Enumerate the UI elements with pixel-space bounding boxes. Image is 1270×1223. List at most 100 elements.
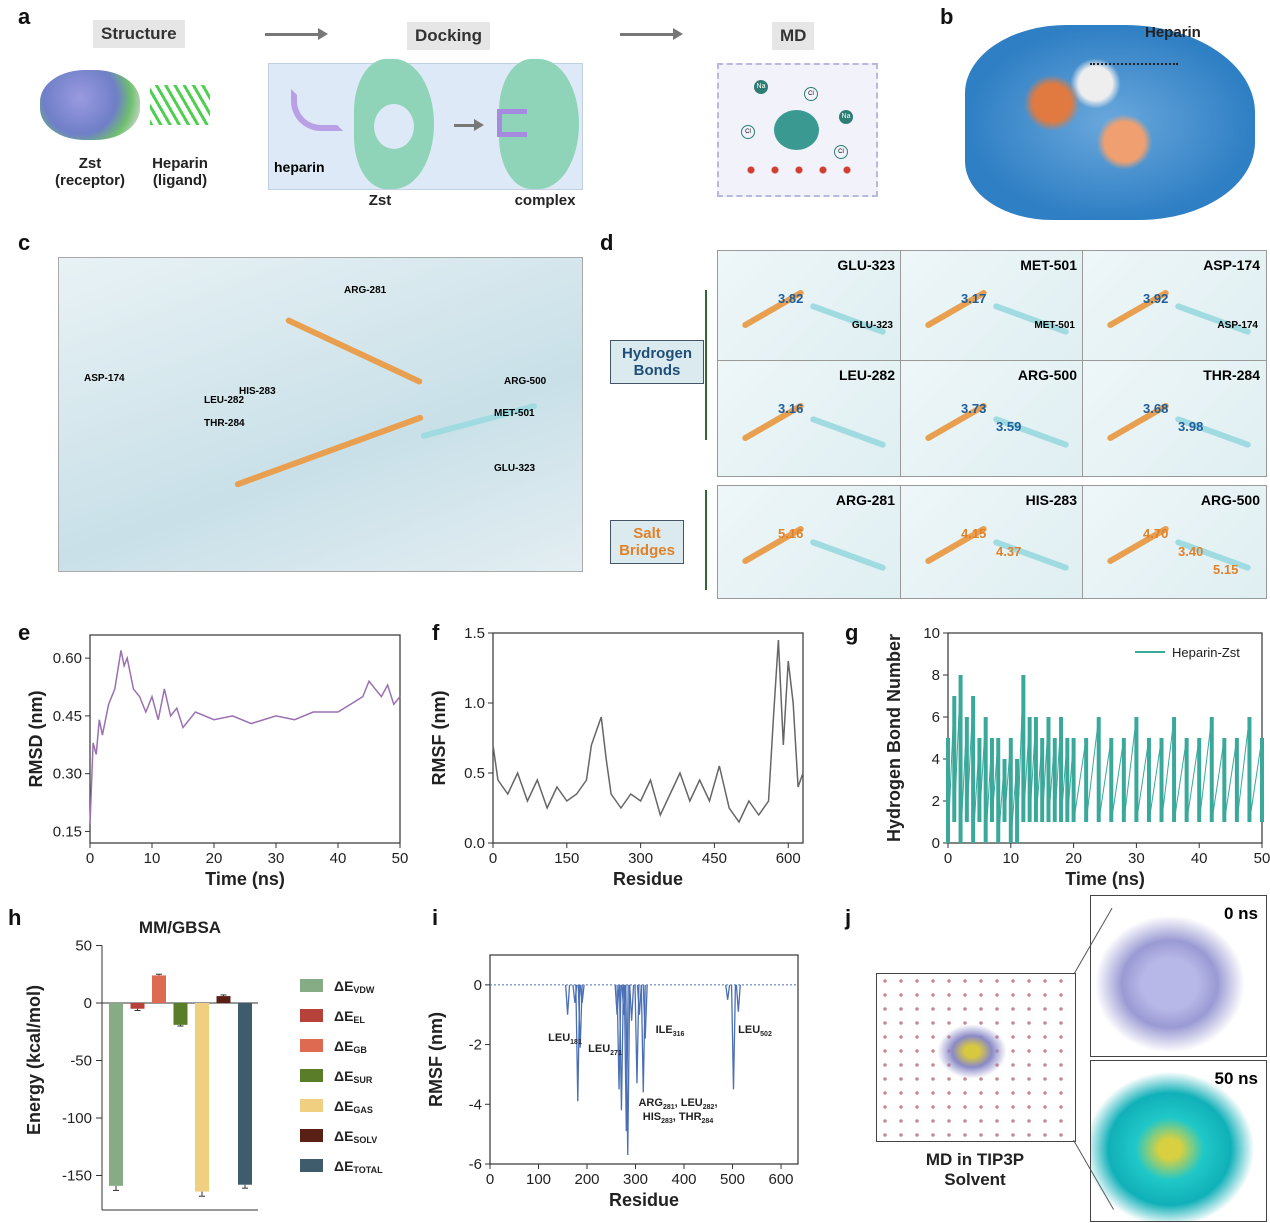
zst-label: Zst (receptor) [54,155,125,189]
md-caption: MD in TIP3P Solvent [925,1150,1025,1189]
bar [152,975,166,1003]
y-tick-label: 6 [932,709,940,726]
time-label: 0 ns [1223,904,1258,923]
heparin-label: Heparin (ligand) [152,155,208,189]
legend-swatch [300,1129,323,1142]
residue-label: LEU-282 [838,367,895,383]
rmsf-dip [634,984,640,1084]
plot-frame [489,954,799,1165]
y-tick-label: -150 [62,1168,92,1185]
legend-subscript: TOTAL [353,1165,383,1175]
rmsf-dip [579,984,585,1003]
y-tick-label: 4 [932,751,940,768]
rmsf-dip [725,984,731,1000]
interaction-cell: ASP-174 ASP-174 3.92 [1082,250,1267,362]
y-axis-label: Hydrogen Bond Number [884,634,904,842]
y-tick-label: 0 [84,995,92,1012]
legend-swatch [300,1159,323,1172]
panel-label-c: c [18,230,31,255]
x-tick-label: 400 [672,1171,697,1188]
legend-delta: ΔE [334,1068,353,1084]
y-tick-label: -4 [469,1096,482,1113]
distance-label: 5.16 [778,526,804,541]
heparin-pointer-label: Heparin [1145,24,1201,41]
x-axis-label: Time (ns) [205,869,285,889]
annotation-part: , LEU [675,1097,703,1109]
x-tick-label: 600 [776,850,801,867]
plot-frame [947,632,1263,844]
x-axis-label: Residue [613,869,683,889]
y-tick-label: 0 [474,977,482,994]
y-tick-label: 0.30 [53,766,82,783]
distance-label: 4.15 [961,526,987,541]
y-tick-label: -2 [469,1037,482,1054]
docking-tag: Docking [407,22,491,50]
distance-label: 3.17 [961,291,987,306]
distance-label: 3.98 [1178,419,1204,434]
x-axis-label: Residue [609,1190,679,1210]
y-tick-label: 0 [932,835,940,852]
interaction-cell: ARG-500 4.70 3.40 5.15 [1082,485,1267,599]
y-axis-label: RMSF (nm) [426,1012,446,1107]
interaction-cell: THR-284 3.68 3.98 [1082,360,1267,477]
ion-icon: Cl [834,145,848,159]
annotation-residue: LEU [548,1032,570,1044]
snapshot-0ns: 0 ns [1090,895,1267,1057]
y-tick-label: 0.60 [53,650,82,667]
annotation-part: 283 [661,1118,673,1125]
ion-icon: Cl [741,125,755,139]
residue-label: MET-501 [494,408,535,419]
x-tick-label: 50 [1254,850,1270,867]
distance-label: 4.37 [996,544,1022,559]
x-axis-label: Time (ns) [1065,869,1145,889]
binding-site-image: ASP-174 LEU-282 THR-284 HIS-283 ARG-281 … [58,257,583,572]
distance-label: 3.73 [961,401,987,416]
y-axis-label: RMSF (nm) [429,691,449,786]
panel-label-i: i [432,905,439,930]
x-tick-label: 0 [489,850,497,867]
residue-label: GLU-323 [494,463,536,474]
dip-annotation: LEU502 [738,1024,772,1038]
panel-label-h: h [8,905,22,930]
bracket [705,290,707,440]
distance-label: 3.16 [778,401,804,416]
distance-label: 5.15 [1213,562,1239,577]
annotation-part: 281 [663,1104,675,1111]
dip-annotation: HIS283, THR284 [643,1111,714,1125]
y-tick-label: 10 [923,625,940,642]
x-tick-label: 200 [574,1171,599,1188]
y-tick-label: 8 [932,667,940,684]
residue-label: ARG-281 [344,285,387,296]
residue-sublabel: MET-501 [1034,320,1075,331]
y-tick-label: 1.5 [464,625,485,642]
x-tick-label: 10 [144,850,161,867]
panel-label-d: d [600,230,614,255]
zst-text: Zst [368,192,392,209]
heparin-icon [291,89,343,131]
annotation-part: , THR [673,1111,702,1123]
rmsf-dip [629,984,635,1021]
y-axis-label: RMSD (nm) [26,691,46,788]
residue-label: ASP-174 [1203,257,1260,273]
x-tick-label: 300 [623,1171,648,1188]
residue-label: MET-501 [1020,257,1077,273]
residue-label: THR-284 [1203,367,1260,383]
bar [109,1003,123,1186]
residue-label: HIS-283 [1025,492,1077,508]
y-tick-label: -100 [62,1110,92,1127]
legend-delta: ΔE [334,1098,353,1114]
interaction-cell: MET-501 MET-501 3.17 [900,250,1084,362]
heparin-text: heparin [274,159,325,175]
x-tick-label: 40 [1191,850,1208,867]
legend-delta: ΔE [334,1128,353,1144]
rmsf-dip [577,984,583,1048]
x-tick-label: 150 [554,850,579,867]
plot-frame [89,634,401,844]
panel-label-f: f [432,620,440,645]
heparin-structure-image [150,85,210,125]
rmsf-dip [636,984,642,1015]
x-tick-label: 10 [1002,850,1019,867]
data-series-line [947,674,1263,844]
residue-sublabel: ASP-174 [1217,320,1258,331]
